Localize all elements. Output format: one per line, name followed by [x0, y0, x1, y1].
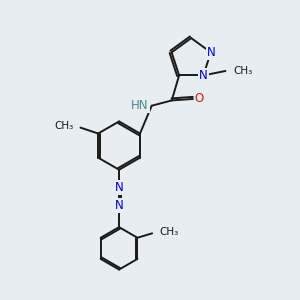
Text: N: N — [199, 69, 208, 82]
Text: N: N — [206, 46, 215, 59]
Text: N: N — [115, 199, 124, 212]
Text: CH₃: CH₃ — [234, 66, 253, 76]
Text: N: N — [115, 181, 124, 194]
Text: HN: HN — [131, 99, 149, 112]
Text: O: O — [195, 92, 204, 105]
Text: CH₃: CH₃ — [54, 121, 73, 131]
Text: CH₃: CH₃ — [160, 227, 179, 237]
